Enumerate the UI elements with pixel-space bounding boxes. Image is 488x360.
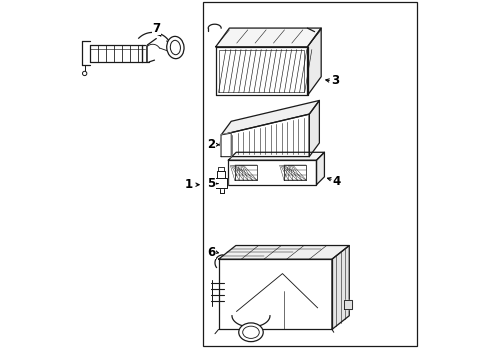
Polygon shape xyxy=(284,165,306,180)
Text: 3: 3 xyxy=(330,75,339,87)
Polygon shape xyxy=(331,246,348,329)
Ellipse shape xyxy=(238,323,263,342)
Text: 4: 4 xyxy=(332,175,341,188)
Circle shape xyxy=(82,71,87,76)
Ellipse shape xyxy=(242,326,259,338)
Text: 1: 1 xyxy=(184,178,192,191)
Polygon shape xyxy=(316,152,324,185)
Polygon shape xyxy=(234,165,257,180)
Polygon shape xyxy=(228,160,316,185)
Text: 6: 6 xyxy=(207,246,215,258)
Text: 5: 5 xyxy=(207,177,215,190)
Polygon shape xyxy=(218,167,224,171)
Polygon shape xyxy=(343,300,351,309)
Polygon shape xyxy=(221,114,309,157)
Ellipse shape xyxy=(166,36,183,59)
Polygon shape xyxy=(228,152,324,160)
Polygon shape xyxy=(214,178,227,188)
Bar xyxy=(203,2,416,346)
Polygon shape xyxy=(218,259,331,329)
Ellipse shape xyxy=(170,40,180,55)
Polygon shape xyxy=(221,133,231,157)
Text: 7: 7 xyxy=(152,22,160,35)
Polygon shape xyxy=(221,100,319,135)
Polygon shape xyxy=(215,47,307,95)
Polygon shape xyxy=(218,246,348,259)
Polygon shape xyxy=(217,171,224,178)
Polygon shape xyxy=(309,100,319,157)
Polygon shape xyxy=(215,28,321,47)
Text: 2: 2 xyxy=(207,138,215,151)
Polygon shape xyxy=(307,28,321,95)
